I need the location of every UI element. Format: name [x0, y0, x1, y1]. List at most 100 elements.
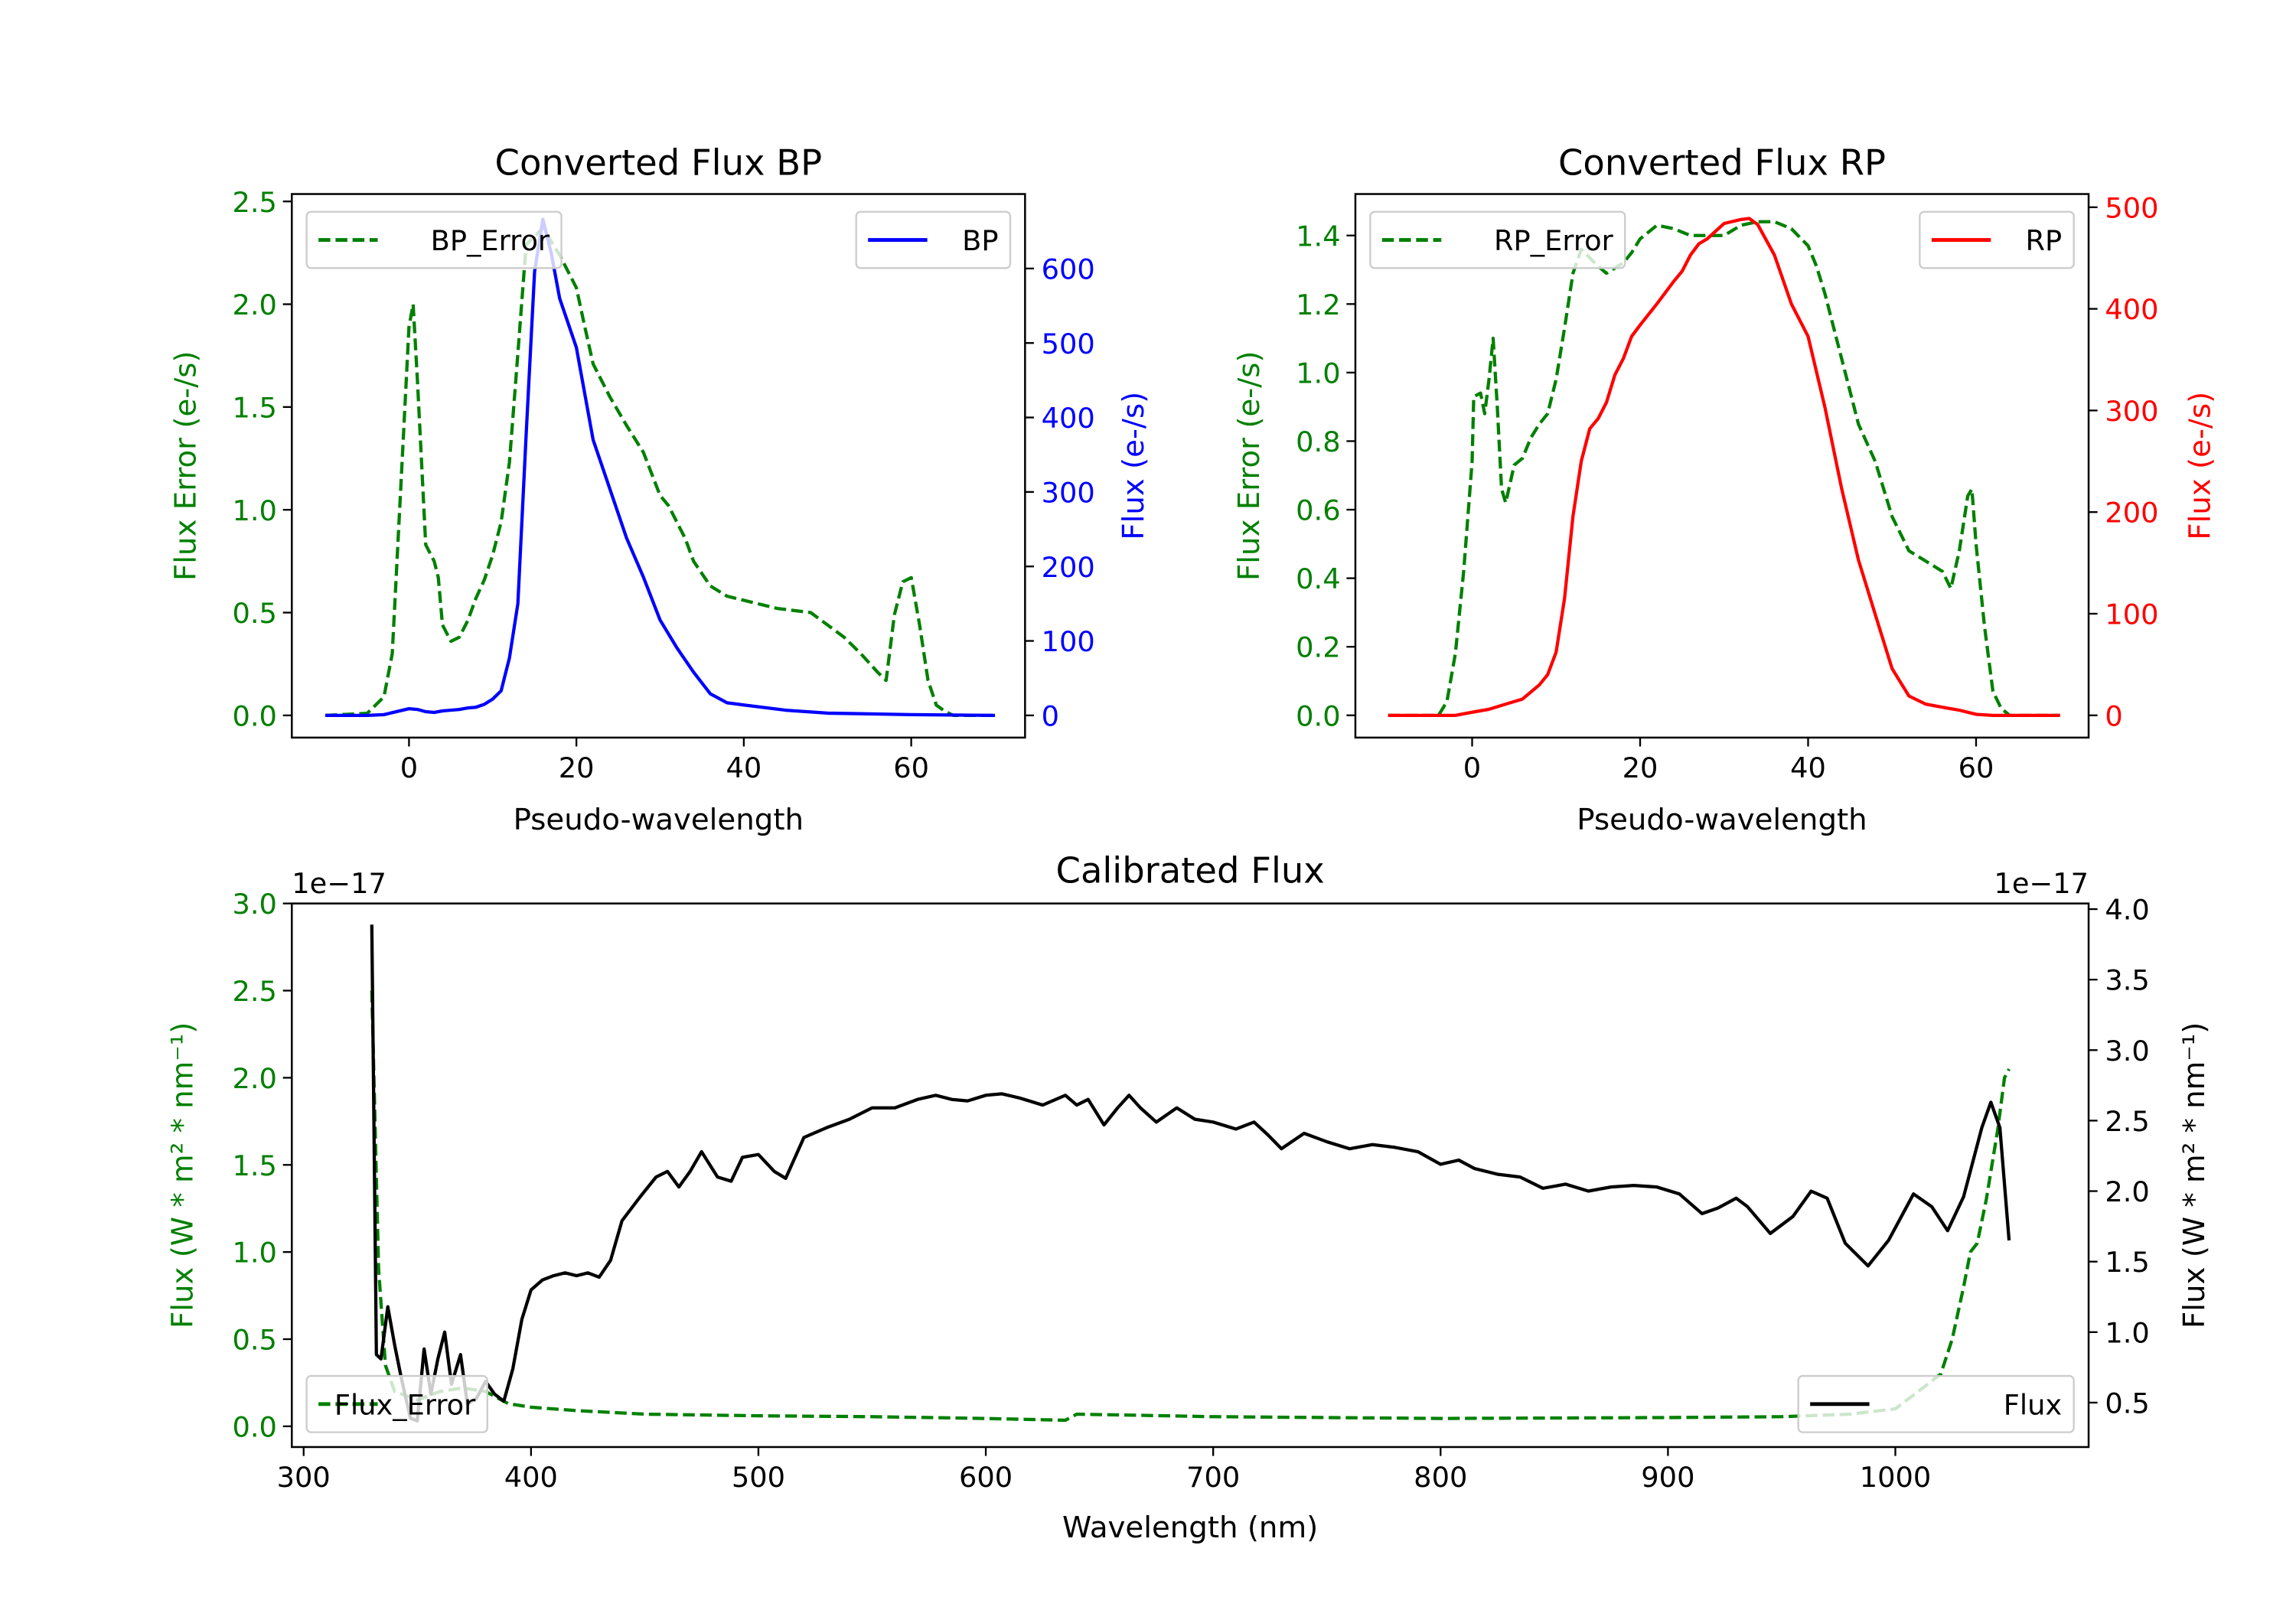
x-tick-label: 500 — [732, 1461, 785, 1494]
legend-left: BP_Error — [305, 210, 563, 269]
x-tick-label: 60 — [1958, 751, 1994, 784]
axes-frame — [291, 193, 1026, 739]
legend-box — [855, 210, 1012, 269]
axes-frame — [1354, 193, 2090, 739]
y-right-tick-label: 0 — [2105, 699, 2122, 732]
y-right-tick-label: 500 — [2105, 191, 2158, 224]
y-right-tick-label: 400 — [2105, 293, 2158, 326]
x-tick-label: 0 — [1463, 751, 1481, 784]
legend-label: Flux — [2004, 1388, 2062, 1421]
x-tick-label: 800 — [1414, 1461, 1467, 1494]
y-right-tick-label: 200 — [2105, 497, 2158, 530]
y-left-tick-label: 2.5 — [232, 975, 276, 1008]
legend-left: RP_Error — [1369, 210, 1626, 269]
legend-right: Flux — [1797, 1374, 2075, 1433]
series-line-bp — [325, 217, 996, 717]
chart-title: Converted Flux BP — [495, 142, 823, 183]
series-line-rp-error — [1388, 220, 2060, 717]
y-right-tick-label: 2.0 — [2105, 1175, 2149, 1208]
x-tick-label: 40 — [1790, 751, 1826, 784]
y-left-tick-label: 1.2 — [1296, 288, 1340, 321]
series-line-flux — [370, 924, 2011, 1423]
x-tick-label: 20 — [559, 751, 595, 784]
y-right-tick-label: 100 — [2105, 598, 2158, 631]
legend-box — [305, 210, 563, 269]
y-left-tick-label: 1.0 — [232, 1237, 276, 1270]
y-right-offset-label: 1e−17 — [1994, 867, 2089, 900]
y-right-axis-label: Flux (W * m² * nm⁻¹) — [2177, 1022, 2212, 1328]
y-right-tick-label: 2.5 — [2105, 1105, 2149, 1138]
legend-box — [305, 1374, 488, 1433]
legend-label: RP — [2025, 224, 2062, 257]
legend-label: BP — [962, 224, 998, 257]
y-left-tick-label: 1.4 — [1296, 220, 1340, 253]
x-tick-label: 300 — [277, 1461, 331, 1494]
legend-label: RP_Error — [1494, 224, 1614, 257]
x-tick-label: 0 — [400, 751, 418, 784]
y-right-tick-label: 100 — [1042, 625, 1095, 658]
legend-right: RP — [1919, 210, 2075, 269]
y-left-tick-label: 1.0 — [232, 494, 276, 527]
y-left-offset-label: 1e−17 — [292, 867, 386, 900]
y-left-tick-label: 0.0 — [1296, 699, 1340, 732]
chart-rp: 0 20 40 60 0.0 0.2 0.4 0.6 0.8 1.0 1.2 1.4 0 100 200 30… — [1232, 142, 2218, 836]
y-right-tick-label: 200 — [1042, 551, 1095, 584]
x-tick-label: 600 — [959, 1461, 1013, 1494]
y-right-tick-label: 0.5 — [2105, 1387, 2149, 1420]
series-line-rp — [1388, 217, 2060, 717]
y-right-tick-label: 1.5 — [2105, 1246, 2149, 1279]
y-left-tick-label: 0.0 — [232, 699, 276, 732]
legend-box — [1797, 1374, 2075, 1433]
legend-label: BP_Error — [431, 224, 550, 257]
x-tick-label: 40 — [726, 751, 762, 784]
y-left-axis-label: Flux (W * m² * nm⁻¹) — [166, 1022, 201, 1328]
y-right-tick-label: 0 — [1042, 699, 1059, 732]
chart-title: Calibrated Flux — [1056, 850, 1325, 892]
x-axis-label: Pseudo-wavelength — [1577, 803, 1867, 837]
x-tick-label: 20 — [1623, 751, 1658, 784]
y-right-axis-label: Flux (e-/s) — [1117, 392, 1151, 540]
y-left-tick-label: 2.5 — [232, 186, 276, 219]
y-left-tick-label: 0.6 — [1296, 494, 1340, 527]
chart-cal: 300 400 500 600 700 800 900 1000 0.0 0.5 1.0 1.5 2.0… — [166, 850, 2212, 1545]
legend-box — [1369, 210, 1626, 269]
y-left-tick-label: 0.2 — [1296, 631, 1340, 664]
y-left-tick-label: 0.0 — [232, 1410, 276, 1443]
axes-frame — [291, 902, 2090, 1449]
y-right-tick-label: 300 — [1042, 476, 1095, 509]
y-left-tick-label: 3.0 — [232, 888, 276, 921]
legend-right: BP — [855, 210, 1012, 269]
series-line-flux-error — [370, 990, 2011, 1423]
y-right-tick-label: 400 — [1042, 402, 1095, 435]
y-left-axis-label: Flux Error (e-/s) — [168, 350, 203, 580]
x-axis-label: Wavelength (nm) — [1062, 1511, 1318, 1545]
y-left-tick-label: 0.5 — [232, 1324, 276, 1357]
x-tick-label: 60 — [893, 751, 929, 784]
y-right-tick-label: 3.0 — [2105, 1035, 2149, 1068]
y-right-axis-label: Flux (e-/s) — [2183, 392, 2218, 540]
y-right-tick-label: 4.0 — [2105, 894, 2149, 927]
x-axis-label: Pseudo-wavelength — [514, 803, 804, 837]
chart-title: Converted Flux RP — [1558, 142, 1886, 183]
x-tick-label: 400 — [504, 1461, 558, 1494]
legend-box — [1919, 210, 2075, 269]
y-left-axis-label: Flux Error (e-/s) — [1232, 350, 1267, 580]
y-right-tick-label: 3.5 — [2105, 964, 2149, 997]
y-left-tick-label: 1.0 — [1296, 357, 1340, 390]
y-right-tick-label: 500 — [1042, 328, 1095, 360]
legend-label: Flux_Error — [334, 1388, 476, 1421]
chart-bp: 0 20 40 60 0.0 0.5 1.0 1.5 2.0 2.5 0 100 200 300 400 50… — [168, 142, 1151, 836]
series-line-bp-error — [325, 226, 996, 717]
x-tick-label: 1000 — [1860, 1461, 1932, 1494]
y-left-tick-label: 2.0 — [232, 1062, 276, 1095]
y-left-tick-label: 2.0 — [232, 288, 276, 321]
y-right-tick-label: 600 — [1042, 253, 1095, 285]
legend-left: Flux_Error — [305, 1374, 488, 1433]
y-left-tick-label: 1.5 — [232, 1149, 276, 1182]
y-left-tick-label: 1.5 — [232, 391, 276, 424]
y-right-tick-label: 1.0 — [2105, 1316, 2149, 1349]
y-left-tick-label: 0.5 — [232, 597, 276, 630]
y-left-tick-label: 0.8 — [1296, 425, 1340, 458]
x-tick-label: 700 — [1186, 1461, 1240, 1494]
